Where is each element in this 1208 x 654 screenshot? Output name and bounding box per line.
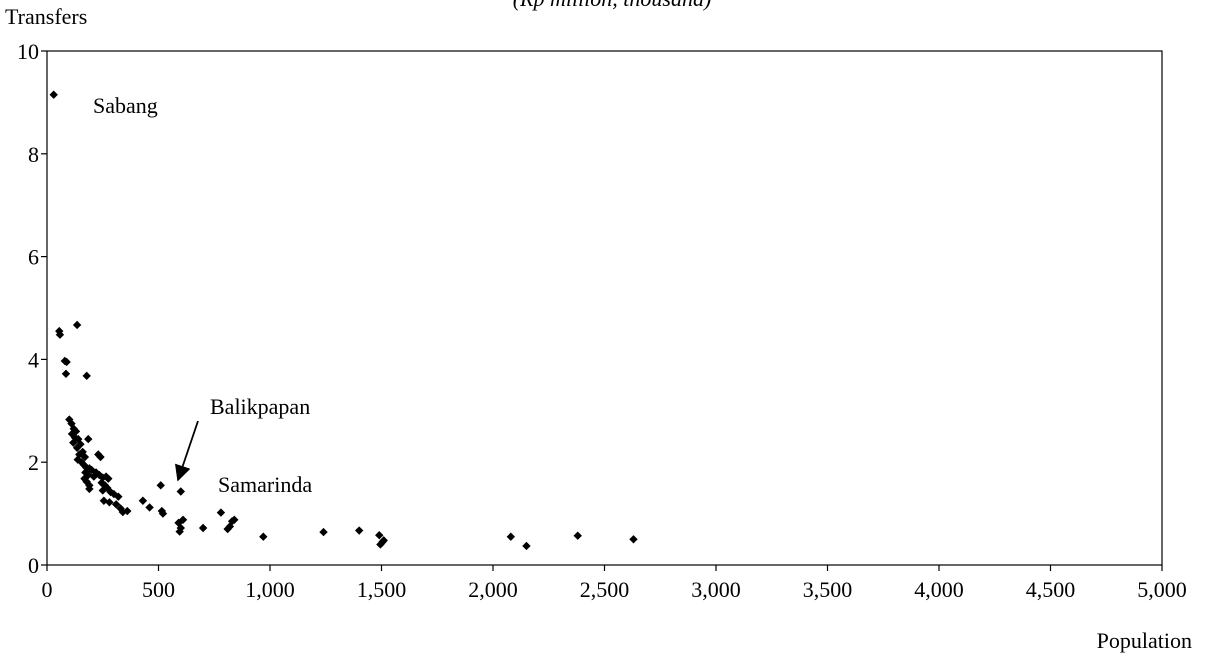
data-point bbox=[506, 532, 516, 541]
y-tick-label: 6 bbox=[28, 245, 39, 270]
data-point bbox=[145, 503, 154, 512]
data-point bbox=[375, 530, 384, 540]
plot-area-frame bbox=[46, 50, 1163, 566]
data-point bbox=[225, 522, 235, 531]
data-point bbox=[216, 508, 226, 517]
data-point bbox=[67, 429, 77, 439]
y-tick-label: 0 bbox=[28, 553, 39, 578]
data-point bbox=[629, 535, 638, 544]
data-point bbox=[49, 90, 58, 99]
data-point bbox=[111, 500, 121, 509]
data-point bbox=[79, 460, 88, 469]
data-point bbox=[156, 481, 165, 490]
data-point bbox=[174, 518, 183, 528]
data-point bbox=[175, 527, 184, 536]
data-point bbox=[138, 496, 148, 505]
data-point bbox=[158, 509, 168, 518]
data-point bbox=[69, 438, 78, 447]
x-tick-label: 4,500 bbox=[1026, 577, 1076, 602]
data-point bbox=[176, 487, 185, 496]
data-points bbox=[49, 90, 638, 551]
y-tick-label: 10 bbox=[17, 39, 39, 64]
data-point bbox=[319, 527, 328, 537]
y-tick-label: 4 bbox=[28, 347, 39, 372]
data-point bbox=[72, 320, 82, 330]
data-point bbox=[522, 541, 531, 551]
data-point bbox=[176, 523, 185, 533]
data-point bbox=[61, 369, 71, 378]
data-point bbox=[55, 330, 65, 339]
data-point bbox=[114, 492, 123, 501]
data-point bbox=[118, 507, 128, 517]
data-point bbox=[72, 443, 82, 453]
axis-ticks: 0 500 1,000 1,500 2,000 2,500 3,000 3,500 4,000 4… bbox=[17, 39, 1187, 602]
data-point bbox=[67, 419, 76, 428]
data-point bbox=[378, 537, 387, 547]
data-point bbox=[96, 452, 105, 462]
data-point bbox=[376, 540, 385, 549]
data-point bbox=[123, 506, 132, 516]
data-point bbox=[99, 496, 109, 505]
annotation-arrow bbox=[175, 420, 199, 482]
annotations: Sabang Balikpapan Samarinda bbox=[93, 93, 312, 497]
annotation-label: Balikpapan bbox=[210, 394, 310, 419]
data-point bbox=[573, 531, 582, 540]
x-tick-label: 1,500 bbox=[357, 577, 407, 602]
data-point bbox=[104, 474, 113, 483]
data-point bbox=[116, 504, 125, 513]
x-tick-label: 2,000 bbox=[468, 577, 518, 602]
data-point bbox=[223, 524, 232, 534]
y-axis-title: Transfers bbox=[5, 4, 87, 29]
data-point bbox=[85, 484, 94, 494]
y-tick-label: 8 bbox=[28, 142, 39, 167]
data-point bbox=[80, 452, 90, 462]
x-tick-label: 3,500 bbox=[803, 577, 853, 602]
data-point bbox=[259, 532, 268, 541]
x-tick-label: 500 bbox=[142, 577, 175, 602]
data-point bbox=[178, 515, 188, 524]
data-point bbox=[82, 371, 91, 381]
x-axis-title: Population bbox=[1097, 628, 1192, 653]
data-point bbox=[84, 434, 93, 444]
x-tick-label: 5,000 bbox=[1137, 577, 1187, 602]
x-tick-label: 2,500 bbox=[580, 577, 630, 602]
data-point bbox=[98, 486, 107, 495]
data-point bbox=[95, 470, 104, 480]
x-tick-label: 3,000 bbox=[691, 577, 741, 602]
x-tick-label: 1,000 bbox=[245, 577, 295, 602]
data-point bbox=[227, 517, 237, 526]
data-point bbox=[62, 357, 71, 367]
annotation-label: Samarinda bbox=[218, 472, 312, 497]
data-point bbox=[105, 498, 114, 507]
x-tick-label: 4,000 bbox=[914, 577, 964, 602]
data-point bbox=[355, 526, 364, 535]
data-point bbox=[198, 523, 208, 533]
chart-subtitle: (Rp million, thousand) bbox=[513, 0, 712, 11]
y-tick-label: 2 bbox=[28, 450, 39, 475]
x-tick-label: 0 bbox=[42, 577, 53, 602]
annotation-label: Sabang bbox=[93, 93, 158, 118]
